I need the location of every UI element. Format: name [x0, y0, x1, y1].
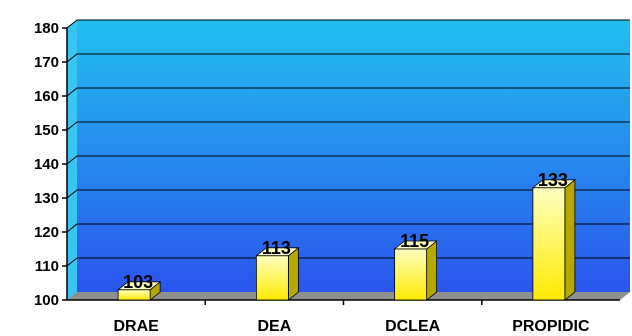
gridline — [66, 19, 630, 29]
bar-front — [532, 187, 566, 301]
bar — [393, 240, 438, 301]
y-tick-label: 100 — [34, 292, 59, 309]
y-tick-label: 160 — [34, 88, 59, 105]
data-label: 115 — [400, 231, 429, 251]
category-label: DCLEA — [385, 318, 441, 335]
gridline — [66, 155, 630, 165]
floor-surface — [67, 292, 630, 300]
y-tick-label: 140 — [34, 156, 59, 173]
data-label: 133 — [538, 170, 568, 190]
gridline — [66, 87, 630, 97]
category-label: DRAE — [113, 318, 159, 335]
bar — [116, 280, 162, 301]
y-tick-label: 150 — [34, 122, 59, 139]
gridline — [66, 121, 630, 131]
category-labels: DRAE DEA DCLEA PROPIDIC — [113, 318, 590, 335]
gridline — [66, 223, 630, 233]
data-labels: 103 113 115 133 — [123, 170, 568, 292]
axes — [62, 27, 620, 305]
y-tick-label: 170 — [34, 54, 59, 71]
y-tick-label: 120 — [34, 224, 59, 241]
bar-front — [255, 255, 289, 301]
y-tick-label: 180 — [34, 20, 59, 37]
bars — [116, 178, 577, 301]
gridline — [66, 189, 630, 199]
category-label: PROPIDIC — [512, 318, 590, 335]
category-label: DEA — [257, 318, 291, 335]
data-label: 113 — [262, 238, 291, 258]
bar-front — [394, 248, 428, 301]
y-tick-labels: 100 110 120 130 140 150 160 170 180 — [34, 20, 59, 309]
gridline — [66, 53, 630, 63]
data-label: 103 — [123, 272, 153, 292]
bar — [531, 178, 577, 301]
bar-front — [117, 289, 151, 301]
y-tick-label: 110 — [35, 258, 59, 275]
y-tick-label: 130 — [34, 190, 59, 207]
gridline — [66, 257, 630, 267]
gridlines — [66, 19, 630, 267]
chart-floor — [67, 292, 630, 300]
bar-side — [564, 178, 576, 301]
bar — [255, 246, 300, 301]
